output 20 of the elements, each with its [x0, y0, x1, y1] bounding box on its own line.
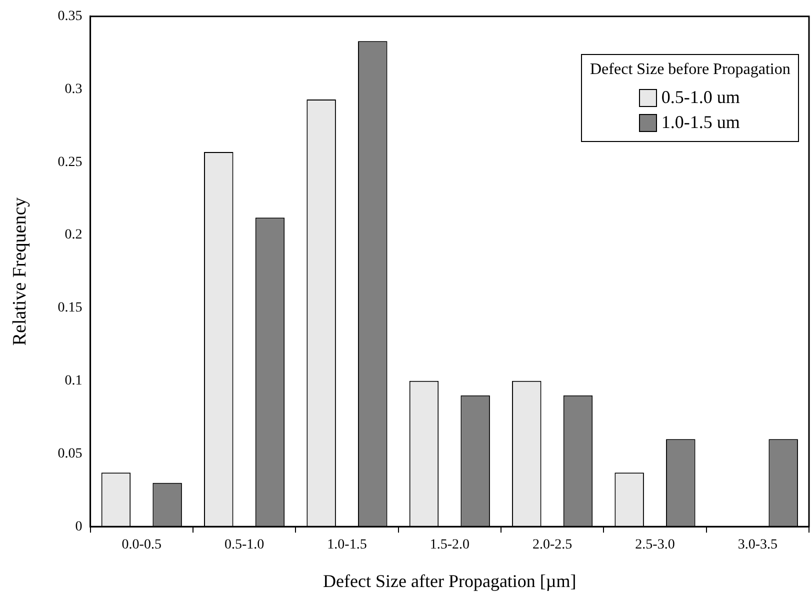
x-axis-title: Defect Size after Propagation [µm] — [323, 570, 576, 591]
x-tick-label: 2.0-2.5 — [532, 538, 572, 553]
x-tick-label: 1.0-1.5 — [327, 538, 367, 553]
y-tick-label: 0 — [75, 519, 82, 534]
x-tick-label: 0.0-0.5 — [122, 538, 162, 553]
y-tick-label: 0.15 — [58, 300, 82, 316]
y-tick-label: 0.25 — [58, 154, 82, 170]
x-tick-label: 3.0-3.5 — [738, 538, 778, 553]
x-tick-label: 1.5-2.0 — [430, 538, 470, 553]
x-tick-label: 0.5-1.0 — [224, 538, 264, 553]
y-tick-label: 0.05 — [58, 446, 82, 462]
y-tick-label: 0.2 — [64, 228, 82, 243]
legend-label: 0.5-1.0 um — [661, 87, 740, 108]
legend-label: 1.0-1.5 um — [661, 112, 740, 134]
y-tick-label: 0.35 — [58, 9, 82, 24]
y-tick-label: 0.3 — [64, 82, 82, 97]
y-tick-label: 0.1 — [64, 374, 82, 388]
x-tick-label: 2.5-3.0 — [635, 538, 675, 553]
legend-title: Defect Size before Propagation — [590, 61, 790, 80]
y-axis-title: Relative Frequency — [9, 196, 30, 346]
